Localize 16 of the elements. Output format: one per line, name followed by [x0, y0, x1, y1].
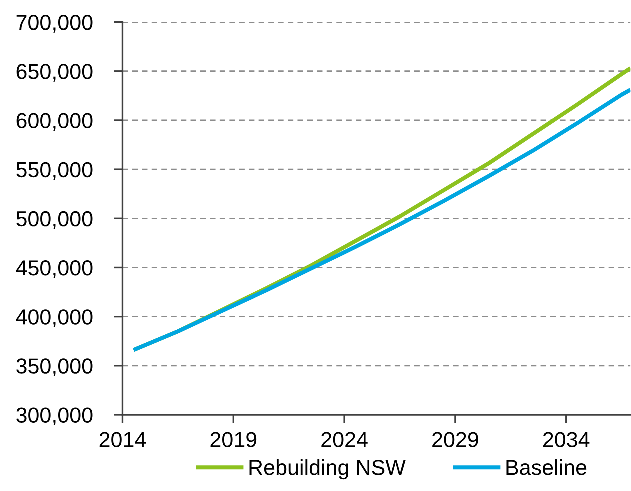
y-tick-label: 350,000 — [16, 358, 93, 376]
x-tick-label: 2019 — [210, 432, 257, 448]
y-tick-label: 650,000 — [16, 64, 93, 82]
y-tick-label: 600,000 — [16, 113, 93, 132]
y-tick-label: 500,000 — [16, 211, 93, 230]
x-tick-label: 2034 — [544, 432, 590, 448]
legend-label: Rebuilding NSW — [250, 460, 406, 480]
y-tick-label: 700,000 — [16, 15, 93, 33]
y-tick-label: 550,000 — [16, 162, 93, 180]
y-tick-label: 450,000 — [16, 260, 93, 278]
x-tick-label: 2014 — [100, 432, 146, 448]
y-tick-label: 300,000 — [16, 408, 93, 426]
legend-label: Baseline — [506, 460, 587, 476]
x-tick-label: 2024 — [322, 432, 368, 448]
y-tick-label: 400,000 — [16, 310, 93, 328]
x-tick-label: 2029 — [432, 432, 478, 448]
